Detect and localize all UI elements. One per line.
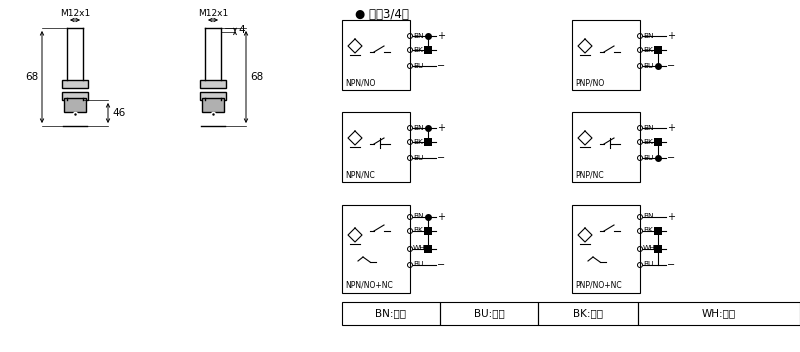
Text: BU:兰色: BU:兰色 — [474, 308, 504, 319]
Text: BK: BK — [643, 46, 653, 52]
Bar — [424, 138, 432, 146]
Text: BU: BU — [643, 262, 654, 268]
Text: BN:棕色: BN:棕色 — [375, 308, 406, 319]
Text: 68: 68 — [25, 72, 38, 82]
Text: WH: WH — [413, 245, 426, 251]
Bar — [200, 92, 226, 100]
Text: 4: 4 — [238, 25, 245, 35]
Text: NPN/NO: NPN/NO — [345, 78, 375, 87]
Text: +: + — [437, 212, 445, 222]
Bar — [654, 138, 662, 146]
Text: −: − — [667, 260, 675, 270]
Text: BU: BU — [643, 63, 654, 69]
Bar — [572, 20, 640, 90]
Text: −: − — [667, 61, 675, 71]
Text: BK: BK — [413, 138, 423, 145]
Text: PNP/NO: PNP/NO — [575, 78, 604, 87]
Bar — [202, 98, 224, 112]
Text: BK: BK — [413, 227, 423, 233]
Bar — [424, 245, 432, 253]
Text: M12x1: M12x1 — [60, 8, 90, 18]
Text: BN: BN — [413, 32, 423, 38]
Text: BN: BN — [643, 32, 654, 38]
Bar — [424, 227, 432, 235]
Text: −: − — [437, 61, 445, 71]
Text: +: + — [437, 123, 445, 133]
Bar — [654, 46, 662, 54]
Text: BN: BN — [413, 125, 423, 131]
Text: BK: BK — [643, 138, 653, 145]
Bar — [572, 205, 640, 293]
Text: −: − — [437, 153, 445, 163]
Bar — [654, 245, 662, 253]
Text: NPN/NO+NC: NPN/NO+NC — [345, 281, 393, 290]
Text: BU: BU — [413, 63, 423, 69]
Bar — [342, 112, 410, 182]
Text: +: + — [667, 31, 675, 41]
Text: NPN/NC: NPN/NC — [345, 170, 374, 179]
Text: BK:黑色: BK:黑色 — [573, 308, 603, 319]
Text: WH:白色: WH:白色 — [702, 308, 736, 319]
Bar — [538, 302, 638, 325]
Bar — [342, 20, 410, 90]
Text: WH: WH — [643, 245, 656, 251]
Text: BN: BN — [643, 214, 654, 220]
Text: BK: BK — [643, 227, 653, 233]
Text: BU: BU — [413, 155, 423, 161]
Text: BU: BU — [643, 155, 654, 161]
Bar — [424, 46, 432, 54]
Text: PNP/NC: PNP/NC — [575, 170, 604, 179]
Text: +: + — [667, 212, 675, 222]
Bar — [342, 205, 410, 293]
Text: BK: BK — [413, 46, 423, 52]
Text: BN: BN — [413, 214, 423, 220]
Bar — [638, 302, 800, 325]
Bar — [342, 302, 440, 325]
Text: M12x1: M12x1 — [198, 8, 228, 18]
Bar — [64, 98, 86, 112]
Text: BU: BU — [413, 262, 423, 268]
Text: BN: BN — [643, 125, 654, 131]
Bar — [62, 80, 88, 88]
Text: PNP/NO+NC: PNP/NO+NC — [575, 281, 622, 290]
Text: +: + — [437, 31, 445, 41]
Text: 68: 68 — [250, 72, 263, 82]
Bar — [62, 92, 88, 100]
Text: −: − — [667, 153, 675, 163]
Bar — [572, 112, 640, 182]
Bar — [654, 227, 662, 235]
Text: 46: 46 — [112, 108, 126, 118]
Text: ● 直流3/4线: ● 直流3/4线 — [355, 8, 409, 21]
Text: −: − — [437, 260, 445, 270]
Bar — [200, 80, 226, 88]
Text: +: + — [667, 123, 675, 133]
Bar — [440, 302, 538, 325]
